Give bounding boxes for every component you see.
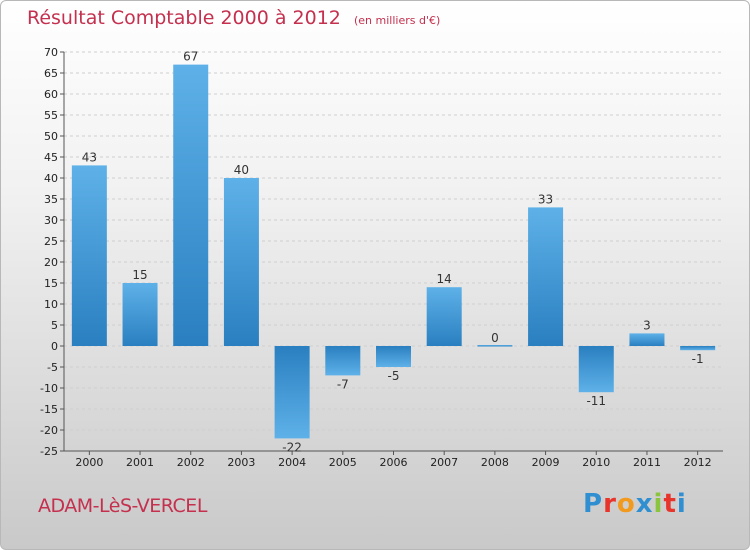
title-row: Résultat Comptable 2000 à 2012 (en milli… xyxy=(27,7,440,29)
x-tick-label: 2001 xyxy=(126,456,154,469)
bar xyxy=(680,346,716,351)
data-label: -7 xyxy=(337,377,349,391)
x-tick-label: 2000 xyxy=(75,456,103,469)
data-label: 43 xyxy=(82,150,97,164)
brand-letter: i xyxy=(653,489,664,519)
y-tick-label: 65 xyxy=(44,67,58,80)
y-tick-label: 40 xyxy=(44,172,58,185)
data-label: 15 xyxy=(132,268,147,282)
x-tick-label: 2009 xyxy=(532,456,560,469)
y-tick-label: 0 xyxy=(51,340,58,353)
y-tick-label: 15 xyxy=(44,277,58,290)
brand-letter: x xyxy=(635,489,654,519)
proxiti-logo: Proxiti xyxy=(583,489,687,519)
y-tick-label: -20 xyxy=(40,424,58,437)
x-tick-label: 2012 xyxy=(684,456,712,469)
y-tick-label: 5 xyxy=(51,319,58,332)
brand-letter: i xyxy=(676,489,687,519)
y-tick-label: 25 xyxy=(44,235,58,248)
bar xyxy=(223,178,259,346)
bar xyxy=(325,346,361,376)
x-tick-label: 2003 xyxy=(227,456,255,469)
y-tick-label: -25 xyxy=(40,445,58,458)
y-tick-label: -10 xyxy=(40,382,58,395)
y-tick-label: -5 xyxy=(47,361,58,374)
y-tick-label: 60 xyxy=(44,88,58,101)
bar xyxy=(173,64,209,346)
data-label: -5 xyxy=(388,369,400,383)
x-tick-label: 2010 xyxy=(582,456,610,469)
bar xyxy=(528,207,564,346)
bar xyxy=(274,346,310,439)
x-tick-label: 2005 xyxy=(329,456,357,469)
x-tick-label: 2007 xyxy=(430,456,458,469)
y-tick-label: 10 xyxy=(44,298,58,311)
chart-title: Résultat Comptable 2000 à 2012 xyxy=(27,7,341,29)
bar xyxy=(629,333,665,346)
data-label: 14 xyxy=(437,272,452,286)
bar xyxy=(426,287,462,346)
brand-letter: P xyxy=(583,489,604,519)
data-label: 67 xyxy=(183,50,198,64)
brand-letter: o xyxy=(616,489,636,519)
x-tick-label: 2011 xyxy=(633,456,661,469)
chart-subtitle: (en milliers d'€) xyxy=(353,14,441,27)
data-label: -1 xyxy=(692,352,704,366)
y-tick-label: 20 xyxy=(44,256,58,269)
y-tick-label: 70 xyxy=(44,46,58,59)
bar xyxy=(71,165,107,346)
y-tick-label: -15 xyxy=(40,403,58,416)
brand-letter: t xyxy=(663,489,677,519)
brand-letter: r xyxy=(603,489,617,519)
y-tick-label: 45 xyxy=(44,151,58,164)
bar xyxy=(122,283,158,346)
bar xyxy=(477,345,513,347)
x-tick-label: 2006 xyxy=(380,456,408,469)
x-tick-label: 2002 xyxy=(177,456,205,469)
data-label: 33 xyxy=(538,192,553,206)
bar xyxy=(376,346,411,367)
y-tick-label: 35 xyxy=(44,193,58,206)
commune-name: ADAM-LèS-VERCEL xyxy=(38,495,207,517)
x-tick-label: 2004 xyxy=(278,456,306,469)
y-tick-label: 30 xyxy=(44,214,58,227)
x-tick-label: 2008 xyxy=(481,456,509,469)
data-label: 3 xyxy=(643,318,651,332)
y-tick-label: 55 xyxy=(44,109,58,122)
data-label: -22 xyxy=(282,440,302,454)
bar xyxy=(578,346,614,393)
y-tick-label: 50 xyxy=(44,130,58,143)
data-label: 40 xyxy=(234,163,249,177)
data-label: 0 xyxy=(491,331,499,345)
data-label: -11 xyxy=(586,394,606,408)
